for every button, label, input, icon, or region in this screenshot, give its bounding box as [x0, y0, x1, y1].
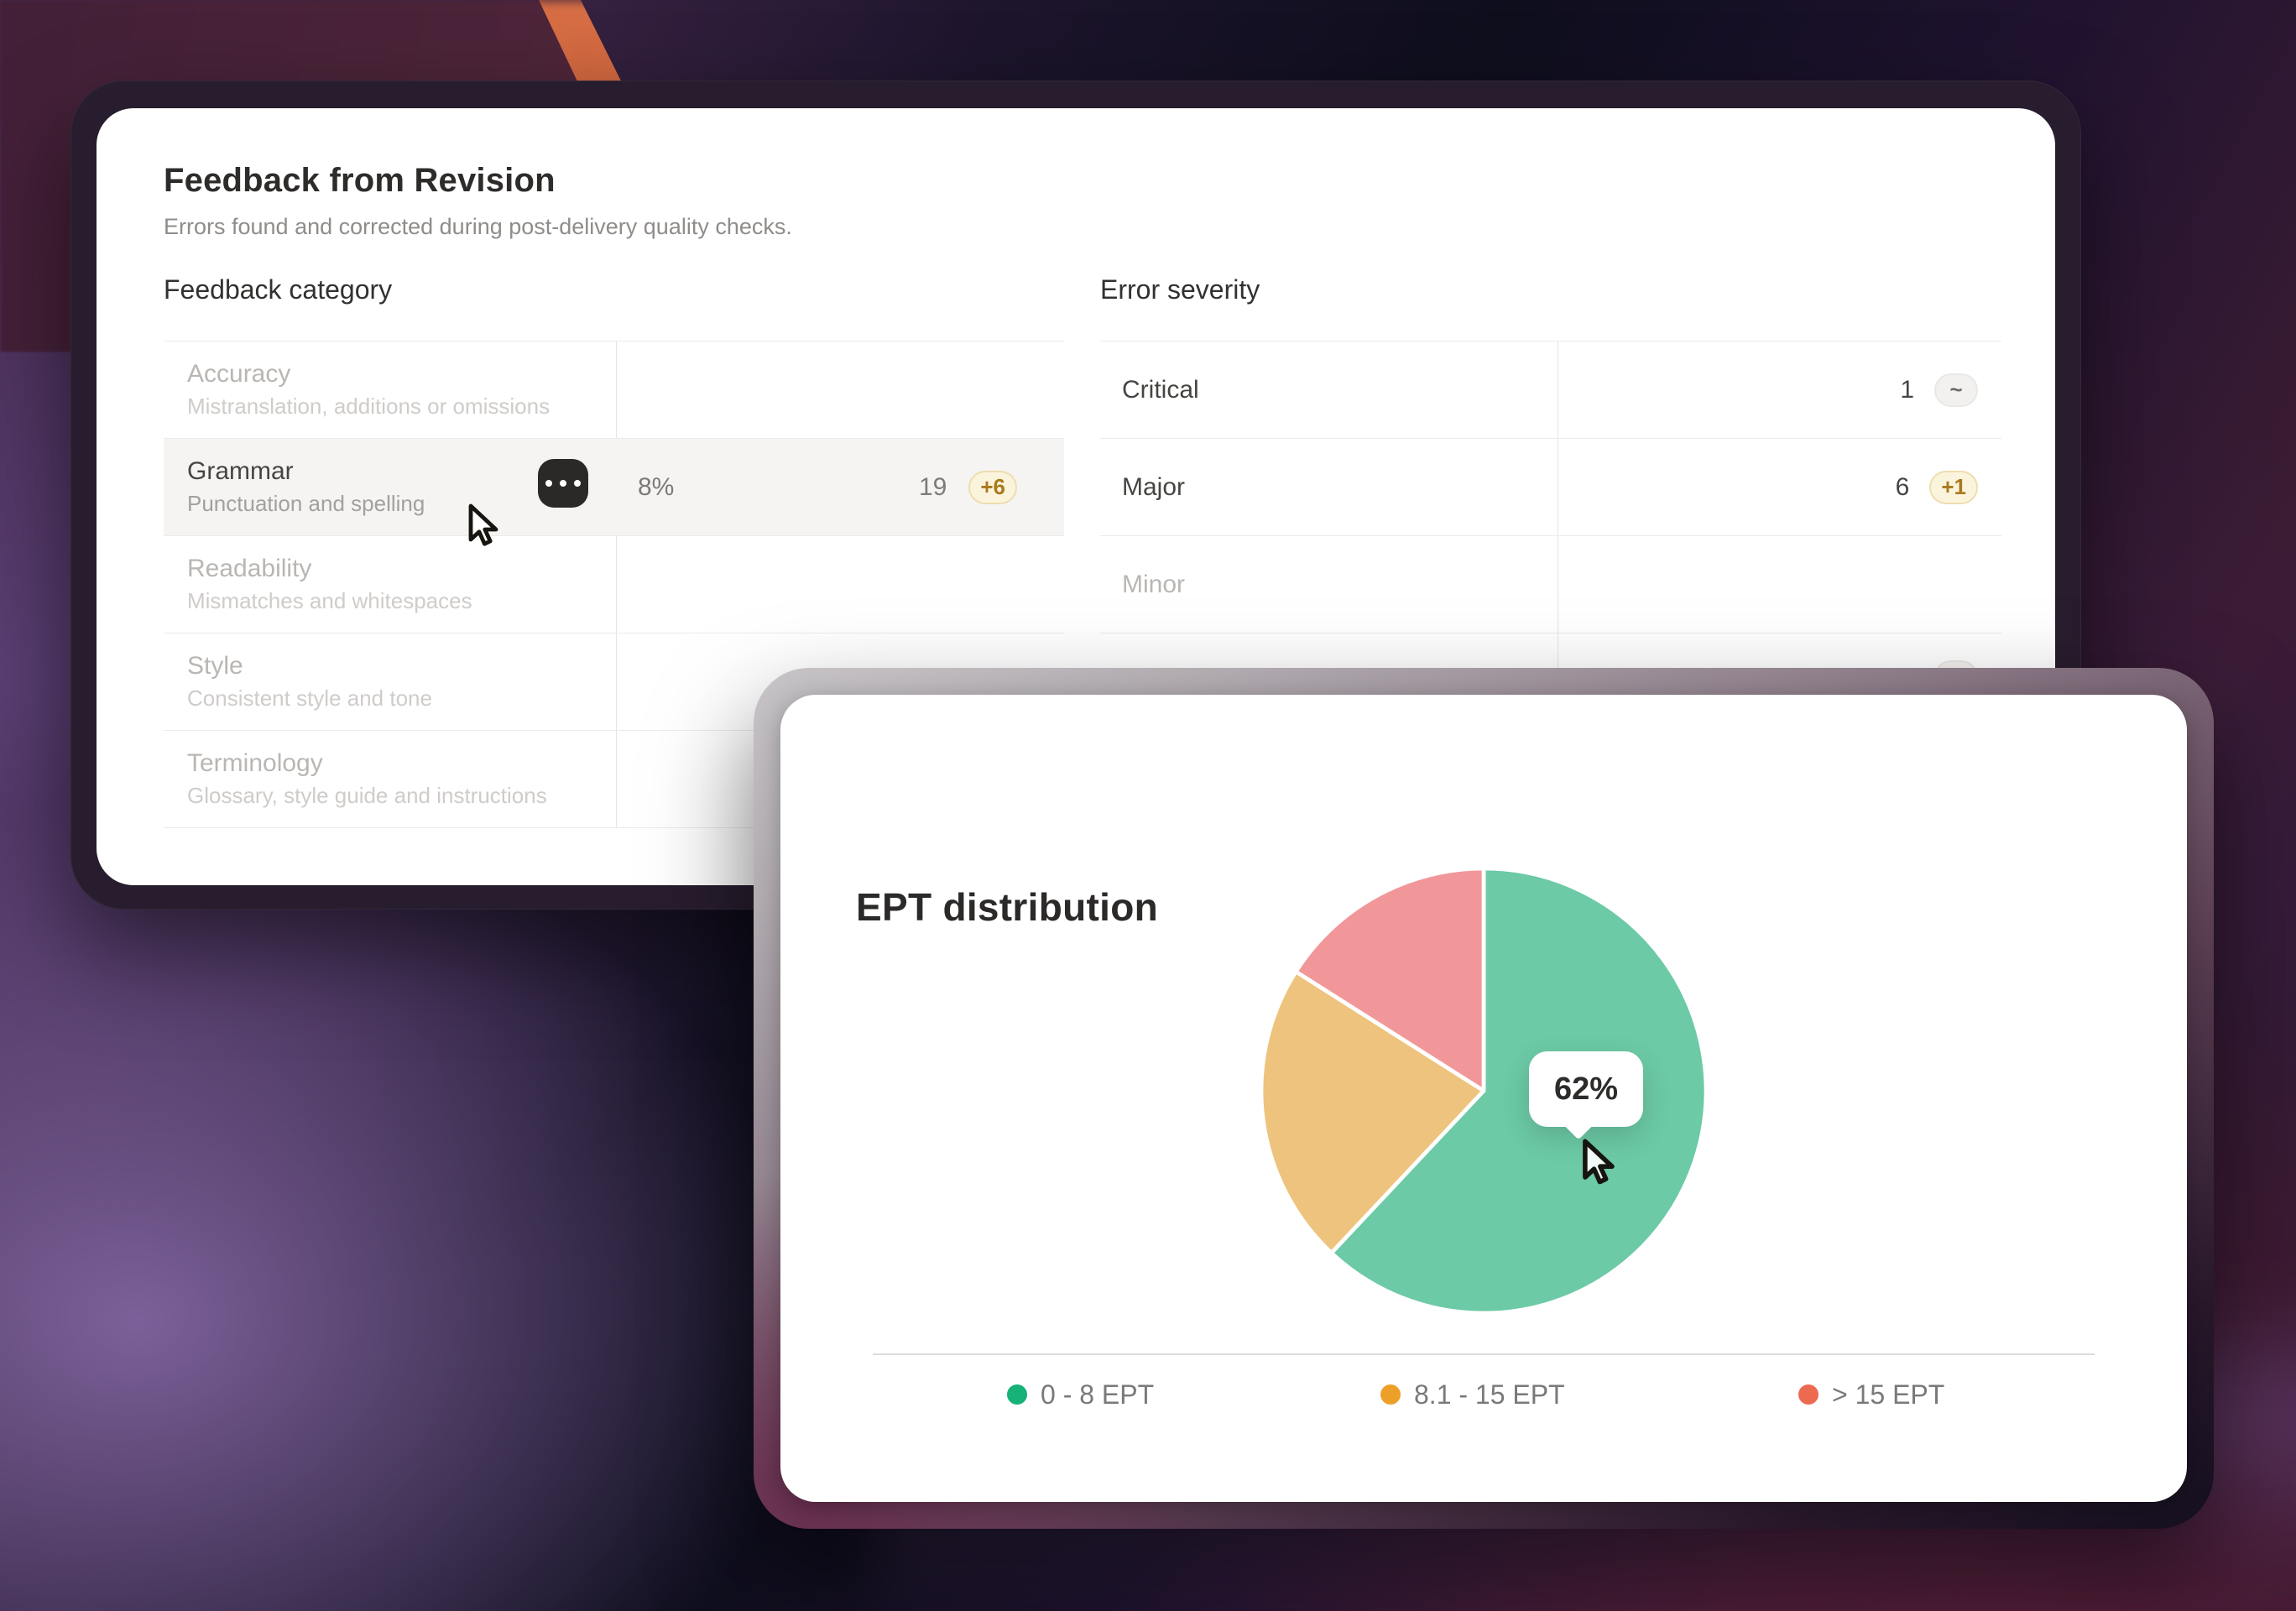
grammar-delta-badge: +6: [968, 470, 1017, 504]
feedback-category-table: Accuracy Mistranslation, additions or om…: [164, 341, 1064, 828]
critical-count-value: 1: [1900, 375, 1914, 404]
grammar-row-menu-button[interactable]: [538, 459, 588, 508]
section-heading-error-severity: Error severity: [1100, 274, 1260, 305]
legend-dot-green: [1007, 1384, 1027, 1405]
row-label: Critical: [1122, 375, 1199, 404]
legend-item-0-8-ept: 0 - 8 EPT: [1007, 1378, 1154, 1411]
row-label: Readability: [187, 554, 312, 582]
row-label: Minor: [1122, 570, 1186, 598]
table-row-accuracy[interactable]: Accuracy Mistranslation, additions or om…: [164, 341, 1064, 439]
tooltip-value: 62%: [1553, 1071, 1619, 1107]
table-row-critical[interactable]: Critical 1 ~: [1100, 341, 2001, 439]
ellipsis-icon: [545, 480, 552, 487]
major-delta-badge: +1: [1929, 470, 1978, 504]
row-label: Terminology: [187, 748, 323, 777]
legend-dot-red: [1798, 1384, 1819, 1405]
page-title: Feedback from Revision: [164, 162, 556, 199]
pie-slice--15-ept[interactable]: [1293, 866, 1486, 1093]
legend-item-8-15-ept: 8.1 - 15 EPT: [1380, 1378, 1565, 1411]
pie-svg: [1259, 866, 1709, 1316]
row-sublabel: Glossary, style guide and instructions: [187, 783, 547, 809]
legend-dot-orange: [1380, 1384, 1401, 1405]
legend-divider: [873, 1353, 2095, 1355]
pie-slice-0-8-ept[interactable]: [1329, 866, 1709, 1316]
row-sublabel: Mistranslation, additions or omissions: [187, 394, 551, 420]
ept-card: EPT distribution 62% 0 - 8 EPT 8.1 - 15 …: [780, 695, 2187, 1502]
column-divider: [616, 341, 617, 828]
section-heading-feedback-category: Feedback category: [164, 274, 393, 305]
row-label: Major: [1122, 472, 1186, 501]
ept-pie-chart: [1244, 851, 1724, 1331]
table-row-readability[interactable]: Readability Mismatches and whitespaces: [164, 536, 1064, 633]
grammar-count-value: 19: [918, 472, 947, 501]
row-sublabel: Punctuation and spelling: [187, 491, 425, 517]
table-row-major[interactable]: Major 6 +1: [1100, 439, 2001, 536]
table-row-terminology[interactable]: Terminology Glossary, style guide and in…: [164, 731, 1064, 828]
row-label: Style: [187, 651, 243, 680]
row-sublabel: Mismatches and whitespaces: [187, 588, 472, 614]
ept-device-frame: EPT distribution 62% 0 - 8 EPT 8.1 - 15 …: [754, 668, 2214, 1529]
table-row-minor[interactable]: Minor: [1100, 536, 2001, 633]
legend-item-over-15-ept: > 15 EPT: [1798, 1378, 1944, 1411]
critical-trend-badge: ~: [1934, 373, 1978, 407]
table-row-style[interactable]: Style Consistent style and tone: [164, 633, 1064, 731]
major-count-value: 6: [1895, 472, 1910, 501]
pie-slice-8-1-15-ept[interactable]: [1259, 969, 1486, 1255]
row-label: Grammar: [187, 456, 294, 485]
table-row-grammar[interactable]: Grammar Punctuation and spelling 8% 19 +…: [164, 439, 1064, 536]
legend-label: 8.1 - 15 EPT: [1414, 1379, 1565, 1410]
row-sublabel: Consistent style and tone: [187, 686, 432, 712]
page-subtitle: Errors found and corrected during post-d…: [164, 214, 792, 239]
pie-tooltip: 62%: [1529, 1051, 1643, 1140]
row-label: Accuracy: [187, 359, 291, 388]
grammar-percent-value: 8%: [638, 472, 675, 501]
legend-label: > 15 EPT: [1832, 1379, 1945, 1410]
chart-title: EPT distribution: [856, 885, 1158, 929]
legend-label: 0 - 8 EPT: [1041, 1379, 1155, 1410]
